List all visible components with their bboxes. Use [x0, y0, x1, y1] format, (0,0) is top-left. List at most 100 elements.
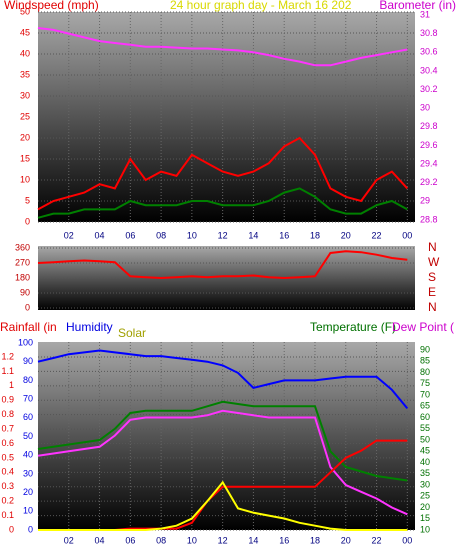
- series-line: [37, 136, 409, 211]
- y2-tick-label: 15: [420, 513, 430, 523]
- y3-tick-label: 60: [23, 412, 33, 422]
- y-tick-label: 1: [9, 380, 14, 390]
- y3-tick-label: 20: [23, 487, 33, 497]
- y2-tick-label: 65: [420, 401, 430, 411]
- x-tick-label: 20: [341, 230, 351, 240]
- y-axis-label: Rainfall (in: [0, 320, 57, 334]
- y2-tick-label: 29.4: [420, 158, 438, 168]
- y-tick-label: 50: [20, 6, 30, 16]
- series-line: [37, 349, 409, 410]
- y2-tick-label: 29.6: [420, 140, 438, 150]
- y2-tick-label: 40: [420, 457, 430, 467]
- y-tick-label: 0.8: [1, 409, 14, 419]
- y-tick-label: 0: [25, 216, 30, 226]
- y2-tick-label: 60: [420, 412, 430, 422]
- x-tick-label: 00: [402, 230, 412, 240]
- x-tick-label: 20: [341, 535, 351, 545]
- x-tick-label: 18: [310, 535, 320, 545]
- y2-axis-label: Barometer (in): [379, 0, 456, 12]
- y2-tick-label: 31: [420, 9, 430, 19]
- y-tick-label: 0.4: [1, 467, 14, 477]
- y3-tick-label: 10: [23, 506, 33, 516]
- direction-label: N: [428, 300, 437, 314]
- chart-title: 24 hour graph day - March 16 202: [170, 0, 352, 12]
- y2-tick-label: 55: [420, 423, 430, 433]
- y2-tick-label: 30: [420, 479, 430, 489]
- y-tick-label: 35: [20, 69, 30, 79]
- y-tick-label: 40: [20, 48, 30, 58]
- x-tick-label: 06: [125, 230, 135, 240]
- y-tick-label: 45: [20, 27, 30, 37]
- x-tick-label: 02: [64, 535, 74, 545]
- y3-tick-label: 100: [18, 337, 33, 347]
- y-tick-label: 90: [20, 287, 30, 297]
- series-line: [37, 27, 408, 67]
- y2-tick-label: 45: [420, 446, 430, 456]
- y2-tick-label: 50: [420, 434, 430, 444]
- y3-tick-label: 30: [23, 468, 33, 478]
- direction-label: E: [428, 285, 436, 299]
- y-tick-label: 0: [9, 524, 14, 534]
- x-tick-label: 14: [248, 230, 258, 240]
- y-tick-label: 25: [20, 111, 30, 121]
- x-tick-label: 00: [402, 535, 412, 545]
- x-tick-label: 02: [64, 230, 74, 240]
- y-tick-label: 10: [20, 174, 30, 184]
- y2-tick-label: 10: [420, 524, 430, 534]
- solar-label: Solar: [118, 326, 146, 340]
- x-tick-label: 10: [187, 535, 197, 545]
- y2-tick-label: 30.6: [420, 47, 438, 57]
- x-tick-label: 16: [279, 535, 289, 545]
- y3-axis-label: Humidity: [66, 320, 113, 334]
- plot-background: [38, 12, 415, 222]
- y-tick-label: 270: [15, 257, 30, 267]
- y-tick-label: 20: [20, 132, 30, 142]
- y3-tick-label: 70: [23, 393, 33, 403]
- y-tick-label: 5: [25, 195, 30, 205]
- y-axis-label: Windspeed (mph): [4, 0, 99, 12]
- x-tick-label: 04: [95, 535, 105, 545]
- series-line: [37, 187, 408, 219]
- y2-tick-label: 90: [420, 344, 430, 354]
- y3-tick-label: 90: [23, 356, 33, 366]
- y2-tick-label: 75: [420, 378, 430, 388]
- y2-tick-label: 29: [420, 196, 430, 206]
- x-tick-label: 18: [310, 230, 320, 240]
- direction-label: S: [428, 270, 436, 284]
- x-tick-label: 08: [156, 535, 166, 545]
- y-tick-label: 0.2: [1, 496, 14, 506]
- y2-tick-label: 28.8: [420, 214, 438, 224]
- series-line: [37, 409, 408, 516]
- y-tick-label: 0.9: [1, 395, 14, 405]
- y2-tick-label: 70: [420, 389, 430, 399]
- x-tick-label: 04: [95, 230, 105, 240]
- x-tick-label: 22: [372, 535, 382, 545]
- y-tick-label: 0.7: [1, 423, 14, 433]
- y2-tick-label: 29.2: [420, 177, 438, 187]
- y3-tick-label: 40: [23, 450, 33, 460]
- y-tick-label: 0.5: [1, 452, 14, 462]
- x-tick-label: 16: [279, 230, 289, 240]
- direction-label: W: [428, 255, 440, 269]
- y2-tick-label: 20: [420, 502, 430, 512]
- y-tick-label: 360: [15, 242, 30, 252]
- y2-tick-label: 85: [420, 356, 430, 366]
- y-tick-label: 1.1: [1, 366, 14, 376]
- x-tick-label: 10: [187, 230, 197, 240]
- x-tick-label: 08: [156, 230, 166, 240]
- y-tick-label: 0.1: [1, 510, 14, 520]
- x-tick-label: 22: [372, 230, 382, 240]
- series-line: [38, 480, 408, 531]
- y2-tick-label: 29.8: [420, 121, 438, 131]
- y3-tick-label: 0: [28, 524, 33, 534]
- plot-background: [38, 246, 415, 310]
- x-tick-label: 12: [218, 535, 228, 545]
- direction-label: N: [428, 240, 437, 254]
- y3-tick-label: 80: [23, 375, 33, 385]
- y2-tick-label: 30.4: [420, 65, 438, 75]
- y3-tick-label: 50: [23, 431, 33, 441]
- y2-tick-label: 80: [420, 367, 430, 377]
- y-tick-label: 1.2: [1, 351, 14, 361]
- dew-point-label: Dew Point (: [392, 320, 454, 334]
